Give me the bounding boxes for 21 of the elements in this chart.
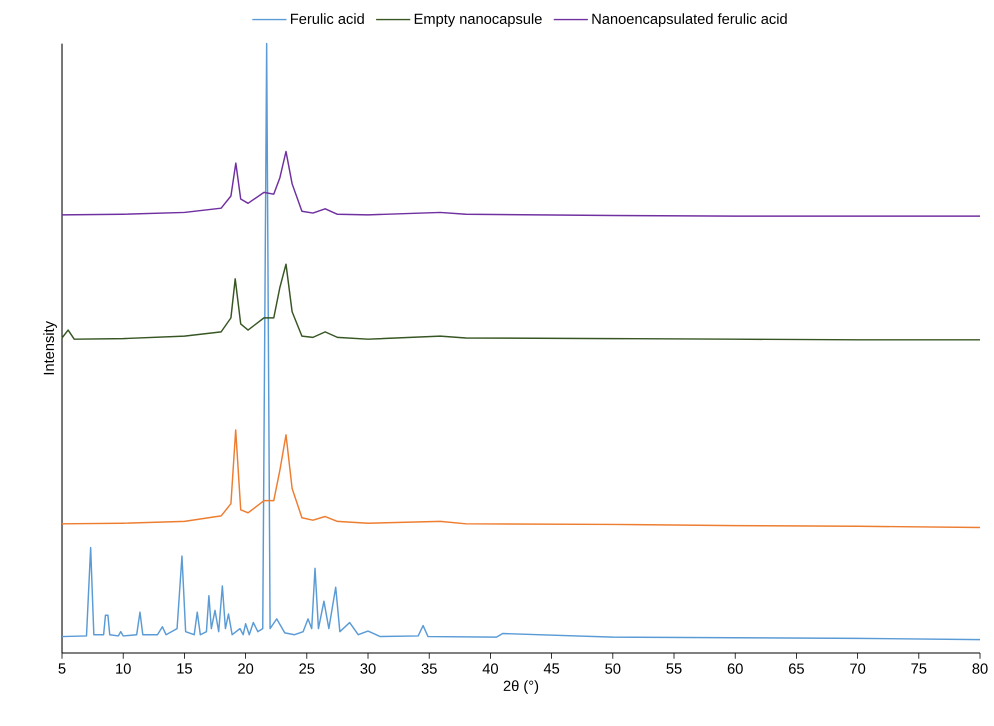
x-tick-label: 65	[789, 663, 804, 674]
legend-label: Empty nanocapsule	[414, 13, 542, 27]
x-tick-label: 10	[116, 663, 131, 674]
x-tick-label: 30	[360, 663, 376, 674]
x-tick-label: 35	[422, 663, 437, 674]
x-tick-label: 70	[850, 663, 866, 674]
y-axis-title: Intensity	[43, 321, 57, 374]
x-tick-label: 80	[972, 663, 988, 674]
x-tick-label: 20	[238, 663, 254, 674]
legend-label: Ferulic acid	[290, 13, 364, 24]
x-tick-label: 40	[482, 663, 498, 674]
x-tick-label: 55	[666, 663, 682, 674]
x-tick-label: 25	[299, 663, 314, 674]
x-tick-label: 15	[177, 663, 192, 674]
x-tick-label: 50	[605, 663, 620, 674]
legend-label: Nanoencapsulated ferulic acid	[592, 13, 787, 27]
x-tick-label: 60	[728, 663, 743, 674]
x-axis-title: 2θ (°)	[504, 680, 538, 694]
x-tick-label: 45	[544, 663, 560, 674]
x-tick-label: 5	[58, 663, 66, 674]
x-tick-label: 75	[911, 663, 926, 674]
